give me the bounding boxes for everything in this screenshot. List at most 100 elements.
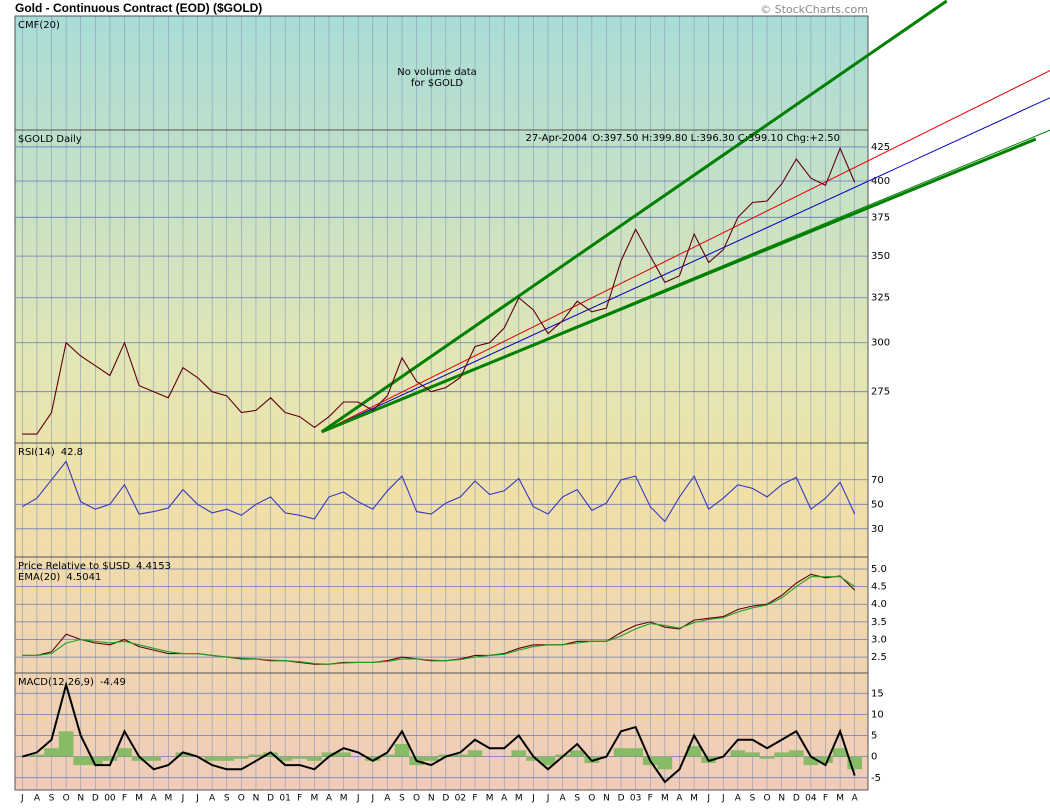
series-last-value: -4.49 [100, 677, 126, 688]
histogram-bar [219, 756, 235, 761]
y-tick-label: 275 [871, 387, 890, 398]
x-tick-label: F [472, 794, 477, 804]
x-tick-label: O [764, 794, 771, 804]
histogram-bar [613, 748, 629, 757]
x-tick-label: S [399, 794, 405, 804]
histogram-bar [394, 743, 410, 757]
x-tick-label: J [370, 794, 374, 804]
histogram-bar [175, 752, 191, 757]
x-tick-label: A [852, 794, 859, 804]
y-tick-label: 0 [871, 752, 877, 763]
series-last-value: 4.5041 [66, 572, 101, 583]
histogram-bar [234, 756, 249, 759]
histogram-bar [686, 746, 702, 757]
x-tick-label: A [560, 794, 567, 804]
x-tick-label: N [603, 794, 610, 804]
series-line [22, 460, 856, 523]
y-tick-label: 375 [871, 212, 890, 223]
x-tick-label: 02 [455, 794, 466, 804]
histogram-bar [73, 756, 89, 766]
y-tick-label: 5.0 [871, 564, 887, 575]
histogram-bar [131, 756, 147, 761]
x-tick-label: 03 [630, 794, 641, 804]
histogram-bar [307, 756, 322, 761]
histogram-bar [818, 756, 833, 763]
x-tick-label: 04 [805, 794, 817, 804]
histogram-bar [336, 752, 351, 757]
x-tick-label: D [793, 794, 800, 804]
y-tick-label: 3.5 [871, 617, 887, 628]
x-tick-label: N [778, 794, 785, 804]
histogram-bar [423, 756, 439, 761]
histogram-bar [774, 752, 789, 757]
x-tick-label: A [735, 794, 742, 804]
y-tick-label: 325 [871, 293, 890, 304]
series-last-value: 4.4153 [136, 561, 171, 572]
histogram-bar [453, 754, 468, 757]
x-tick-label: J [181, 794, 185, 804]
x-tick-label: O [588, 794, 595, 804]
y-tick-label: 10 [871, 709, 884, 720]
x-tick-label: N [253, 794, 260, 804]
histogram-bar [29, 754, 45, 757]
panel-message: No volume data [397, 67, 477, 78]
x-tick-label: A [501, 794, 508, 804]
x-tick-label: J [721, 794, 725, 804]
quote-ohlc: O:397.50 H:399.80 L:396.30 C:399.10 Chg:… [592, 133, 840, 144]
histogram-bar [44, 748, 59, 757]
x-tick-label: D [267, 794, 274, 804]
histogram-bar [467, 750, 483, 757]
y-tick-label: 5 [871, 731, 877, 742]
x-tick-label: F [297, 794, 302, 804]
histogram-bar [248, 754, 264, 757]
x-tick-label: O [63, 794, 70, 804]
x-tick-label: A [151, 794, 158, 804]
x-tick-label: S [750, 794, 756, 804]
panel-border [14, 672, 869, 791]
histogram-bar [788, 750, 804, 757]
histogram-bar [277, 756, 293, 761]
histogram-bar [146, 756, 162, 761]
x-tick-label: D [92, 794, 99, 804]
x-tick-label: M [690, 794, 698, 804]
series-line [22, 681, 856, 784]
x-tick-label: J [546, 794, 550, 804]
y-tick-label: 50 [871, 499, 884, 510]
y-tick-label: 4.5 [871, 582, 887, 593]
x-tick-label: M [135, 794, 143, 804]
histogram-bar [569, 750, 585, 757]
x-tick-label: M [486, 794, 494, 804]
x-tick-label: A [326, 794, 333, 804]
histogram-bar [58, 731, 74, 757]
series-line [22, 146, 856, 435]
x-tick-label: N [77, 794, 84, 804]
histogram-bar [526, 756, 541, 761]
y-tick-label: 350 [871, 251, 890, 262]
x-tick-label: D [442, 794, 449, 804]
series-last-value: 42.8 [61, 447, 83, 458]
x-tick-label: M [164, 794, 172, 804]
y-tick-label: 70 [871, 475, 884, 486]
histogram-bar [628, 748, 643, 757]
y-tick-label: 2.5 [871, 652, 887, 663]
histogram-bar [365, 756, 381, 761]
quote-date: 27-Apr-2004 [526, 133, 588, 144]
x-tick-label: M [836, 794, 844, 804]
y-tick-label: 300 [871, 338, 890, 349]
x-tick-label: J [531, 794, 535, 804]
y-tick-label: 15 [871, 688, 884, 699]
histogram-bar [730, 750, 746, 757]
x-tick-label: J [356, 794, 360, 804]
histogram-bar [759, 756, 775, 759]
series-label: MACD(12,26,9) [18, 677, 94, 688]
x-tick-label: A [384, 794, 391, 804]
panel-message: for $GOLD [411, 78, 463, 89]
x-tick-label: D [618, 794, 625, 804]
histogram-bar [832, 748, 848, 757]
histogram-bar [745, 752, 760, 757]
x-tick-label: F [823, 794, 828, 804]
x-tick-label: A [34, 794, 41, 804]
y-tick-label: 3.0 [871, 635, 887, 646]
histogram-bar [102, 756, 118, 761]
